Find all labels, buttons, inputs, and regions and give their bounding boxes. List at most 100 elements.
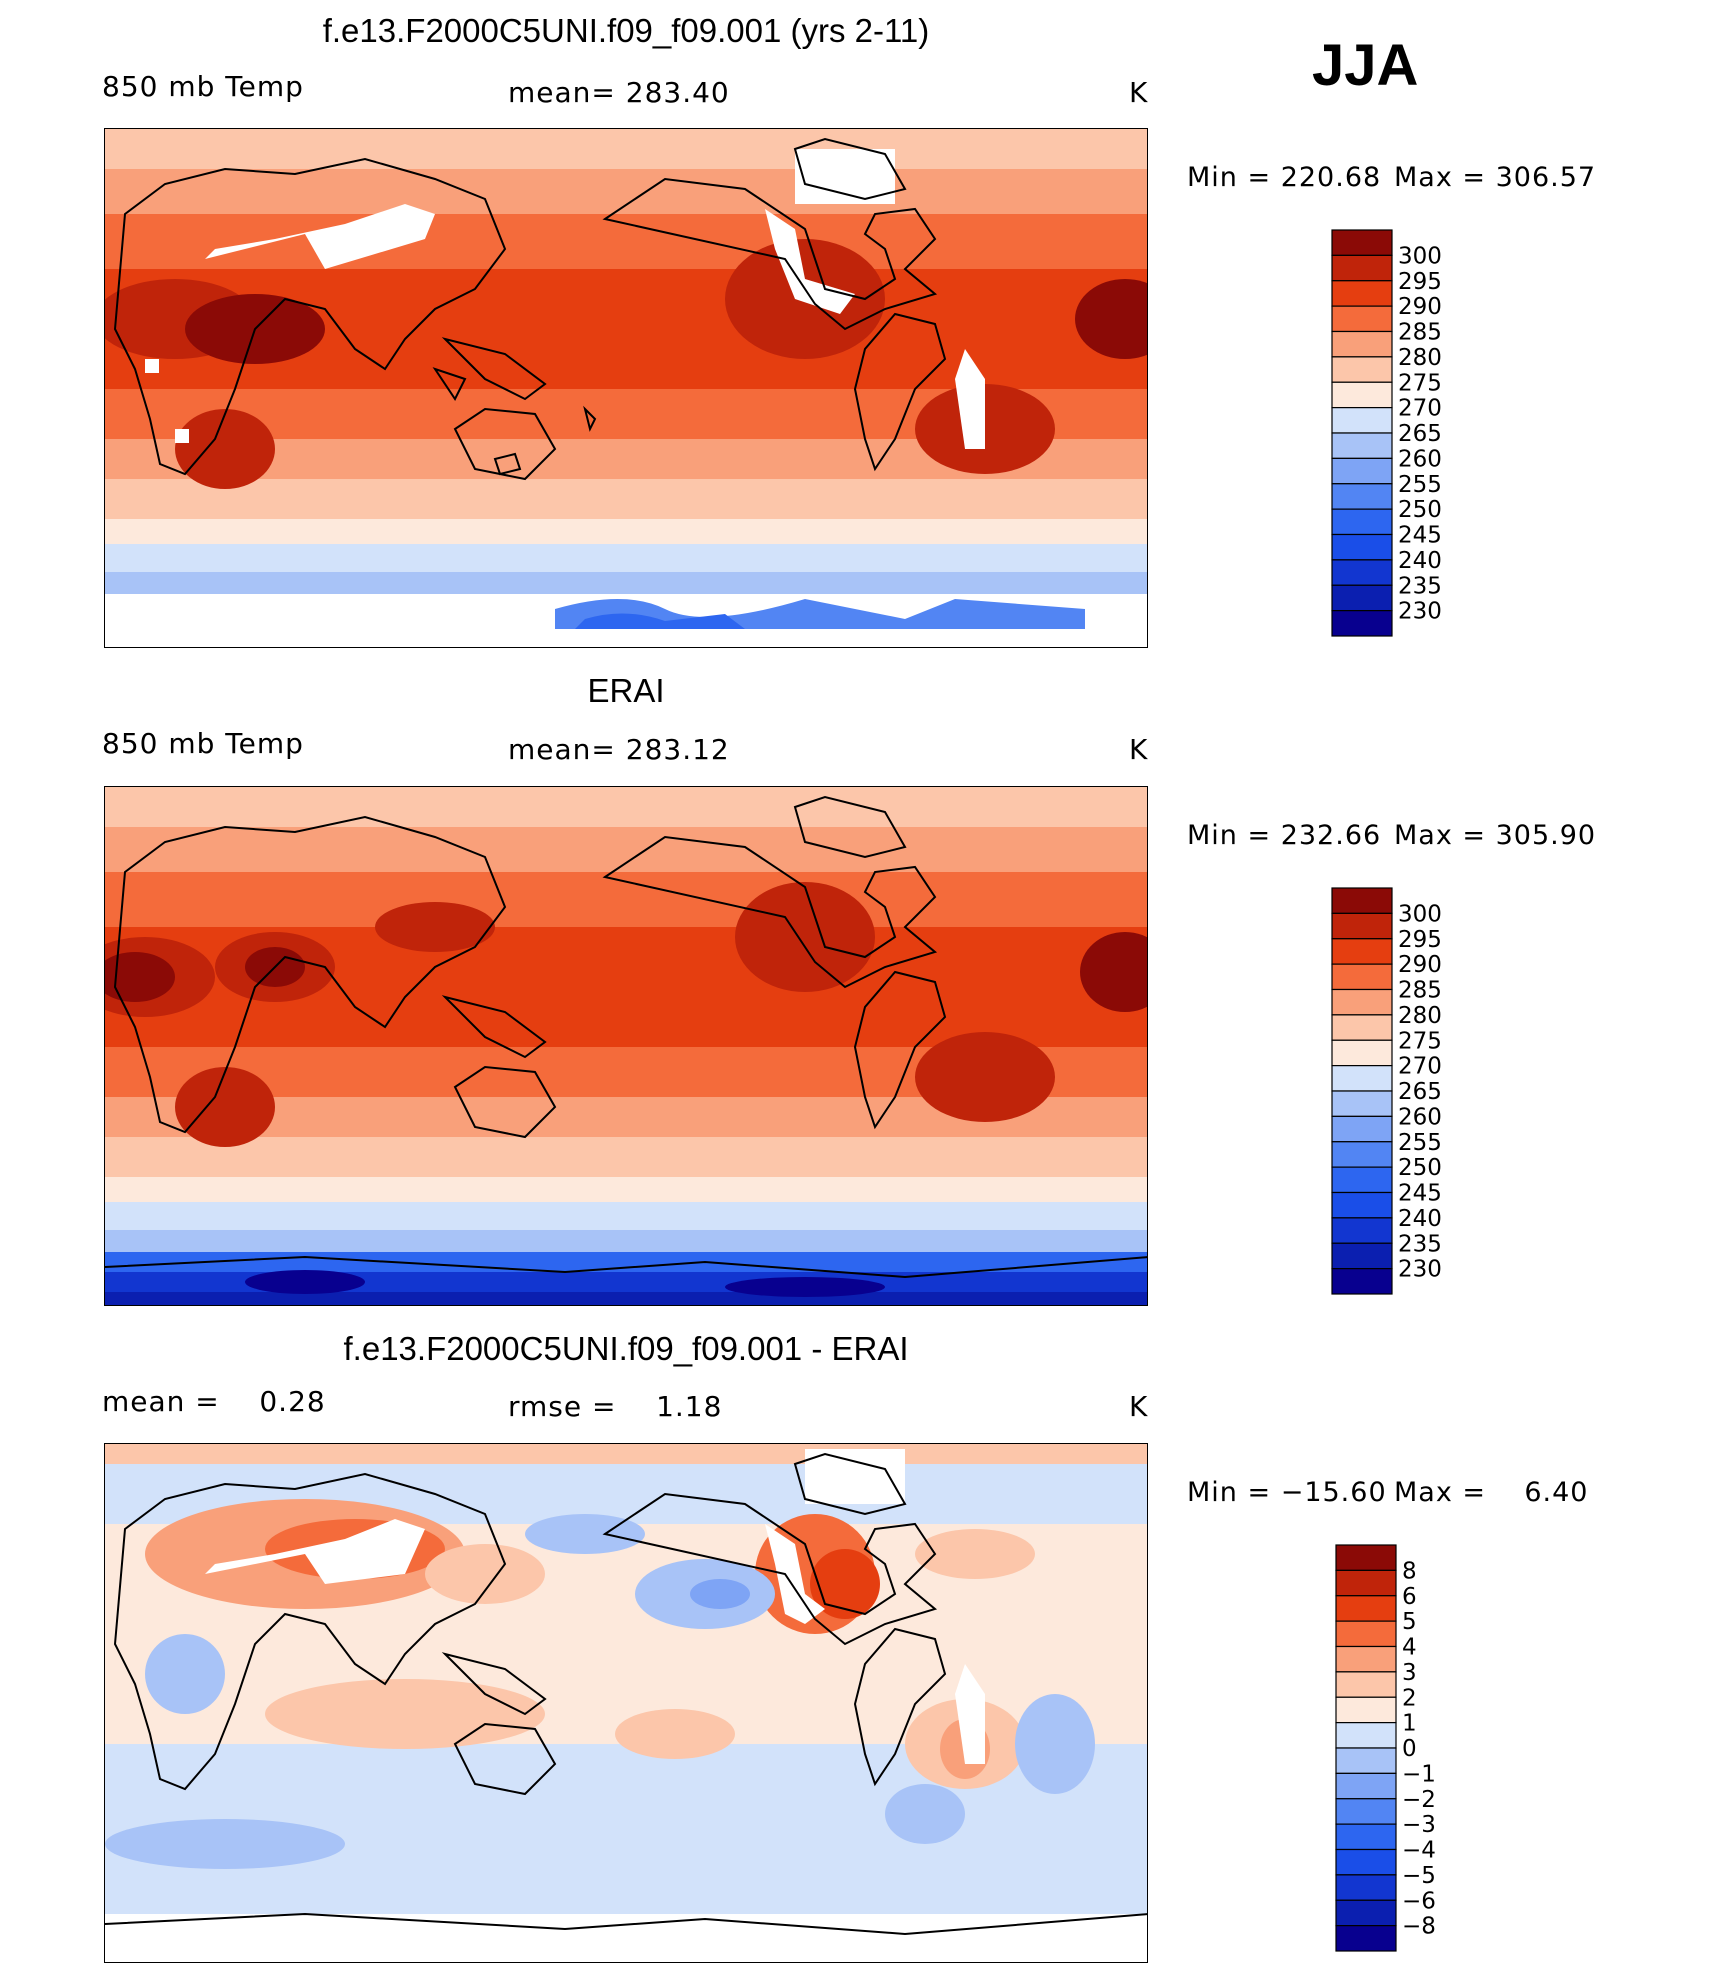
colorbar-swatch xyxy=(1335,1569,1397,1597)
panel1-mean-label: mean= 283.40 xyxy=(508,76,730,109)
colorbar-tick-label: 285 xyxy=(1398,978,1442,1004)
colorbar-tick-label: 275 xyxy=(1398,1028,1442,1054)
colorbar-swatch xyxy=(1331,1268,1393,1295)
colorbar-tick-label: 285 xyxy=(1398,320,1442,346)
panel2-map xyxy=(104,786,1148,1306)
colorbar-tick-label: 290 xyxy=(1398,952,1442,978)
colorbar-tick-label: 235 xyxy=(1398,1231,1442,1257)
panel3-min-label: Min = −15.60 xyxy=(1187,1477,1387,1508)
colorbar-tick-label: 275 xyxy=(1398,370,1442,396)
colorbar-swatch xyxy=(1331,584,1393,612)
colorbar-swatch xyxy=(1331,1014,1393,1041)
colorbar-tick-label: −3 xyxy=(1402,1812,1436,1838)
colorbar-tick-label: 250 xyxy=(1398,1155,1442,1181)
panel3-title: f.e13.F2000C5UNI.f09_f09.001 - ERAI xyxy=(343,1330,909,1367)
colorbar-tick-label: −2 xyxy=(1402,1787,1436,1813)
colorbar-swatch xyxy=(1331,1217,1393,1244)
colorbar-tick-label: 280 xyxy=(1398,345,1442,371)
colorbar-tick-label: 240 xyxy=(1398,548,1442,574)
colorbar-tick-label: 255 xyxy=(1398,1130,1442,1156)
panel1-variable-label: 850 mb Temp xyxy=(102,70,304,103)
colorbar-swatch xyxy=(1331,381,1393,409)
colorbar-tick-label: 6 xyxy=(1402,1584,1417,1610)
colorbar-tick-label: 235 xyxy=(1398,573,1442,599)
panel2-unit-label: K xyxy=(1129,733,1149,766)
season-label: JJA xyxy=(1312,33,1419,98)
panel1-colorbar: 3002952902852802752702652602552502452402… xyxy=(1331,229,1442,637)
panel3-mean-label: mean = 0.28 xyxy=(102,1385,326,1418)
panel2-colorbar: 3002952902852802752702652602552502452402… xyxy=(1331,887,1442,1295)
colorbar-tick-label: −4 xyxy=(1402,1838,1436,1864)
colorbar-swatch xyxy=(1335,1645,1397,1673)
colorbar-tick-label: 260 xyxy=(1398,1104,1442,1130)
colorbar-tick-label: 270 xyxy=(1398,396,1442,422)
colorbar-swatch xyxy=(1335,1925,1397,1952)
colorbar-tick-label: 245 xyxy=(1398,1181,1442,1207)
colorbar-swatch xyxy=(1331,533,1393,561)
colorbar-swatch xyxy=(1335,1798,1397,1825)
panel2-map-field xyxy=(105,787,1147,1305)
colorbar-swatch xyxy=(1335,1848,1397,1876)
panel2-variable-label: 850 mb Temp xyxy=(102,727,304,760)
colorbar-tick-label: 300 xyxy=(1398,243,1442,269)
colorbar-swatch xyxy=(1335,1696,1397,1724)
panel1-max-label: Max = 306.57 xyxy=(1394,162,1597,193)
colorbar-swatch xyxy=(1335,1823,1397,1851)
colorbar-swatch xyxy=(1331,1242,1393,1270)
panel2-min-label: Min = 232.66 xyxy=(1187,820,1382,851)
colorbar-swatch xyxy=(1331,356,1393,383)
colorbar-tick-label: −1 xyxy=(1402,1761,1436,1787)
colorbar-swatch xyxy=(1335,1620,1397,1648)
panel2-max-label: Max = 305.90 xyxy=(1394,820,1597,851)
panel1-map-field xyxy=(105,129,1147,647)
colorbar-swatch xyxy=(1335,1722,1397,1749)
colorbar-tick-label: 245 xyxy=(1398,523,1442,549)
colorbar-swatch xyxy=(1331,1065,1393,1092)
colorbar-swatch xyxy=(1331,938,1393,965)
colorbar-tick-label: 2 xyxy=(1402,1685,1417,1711)
colorbar-tick-label: 260 xyxy=(1398,446,1442,472)
colorbar-tick-label: −6 xyxy=(1402,1888,1436,1914)
colorbar-tick-label: 280 xyxy=(1398,1003,1442,1029)
colorbar-tick-label: 255 xyxy=(1398,472,1442,498)
colorbar-swatch xyxy=(1335,1671,1397,1698)
colorbar-swatch xyxy=(1331,912,1393,940)
colorbar-tick-label: 250 xyxy=(1398,497,1442,523)
colorbar-swatch xyxy=(1331,963,1393,991)
colorbar-swatch xyxy=(1331,508,1393,536)
colorbar-tick-label: 300 xyxy=(1398,901,1442,927)
colorbar-swatch xyxy=(1331,1166,1393,1194)
colorbar-swatch xyxy=(1331,1115,1393,1143)
colorbar-swatch xyxy=(1331,988,1393,1016)
panel3-max-label: Max = 6.40 xyxy=(1394,1477,1589,1508)
colorbar-tick-label: 290 xyxy=(1398,294,1442,320)
colorbar-swatch xyxy=(1335,1874,1397,1901)
colorbar-swatch xyxy=(1331,610,1393,637)
colorbar-tick-label: 240 xyxy=(1398,1206,1442,1232)
colorbar-swatch xyxy=(1331,280,1393,307)
panel3-map-field xyxy=(105,1444,1147,1962)
colorbar-swatch xyxy=(1331,457,1393,485)
panel2-mean-label: mean= 283.12 xyxy=(508,733,730,766)
panel1-map xyxy=(104,128,1148,648)
panel3-rmse-label: rmse = 1.18 xyxy=(508,1390,723,1423)
panel3-map xyxy=(104,1443,1148,1963)
colorbar-tick-label: 0 xyxy=(1402,1736,1417,1762)
colorbar-tick-label: −5 xyxy=(1402,1863,1436,1889)
colorbar-tick-label: 1 xyxy=(1402,1711,1417,1737)
colorbar-tick-label: 295 xyxy=(1398,269,1442,295)
colorbar-swatch xyxy=(1335,1772,1397,1800)
colorbar-tick-label: 230 xyxy=(1398,1257,1442,1283)
colorbar-tick-label: 270 xyxy=(1398,1054,1442,1080)
colorbar-swatch xyxy=(1331,407,1393,434)
colorbar-tick-label: 265 xyxy=(1398,421,1442,447)
colorbar-swatch xyxy=(1331,559,1393,586)
colorbar-swatch xyxy=(1331,305,1393,333)
panel2-title: ERAI xyxy=(587,672,665,709)
colorbar-tick-label: 265 xyxy=(1398,1079,1442,1105)
colorbar-tick-label: 3 xyxy=(1402,1660,1417,1686)
colorbar-tick-label: 4 xyxy=(1402,1635,1417,1661)
colorbar-swatch xyxy=(1331,330,1393,358)
colorbar-swatch xyxy=(1335,1899,1397,1927)
